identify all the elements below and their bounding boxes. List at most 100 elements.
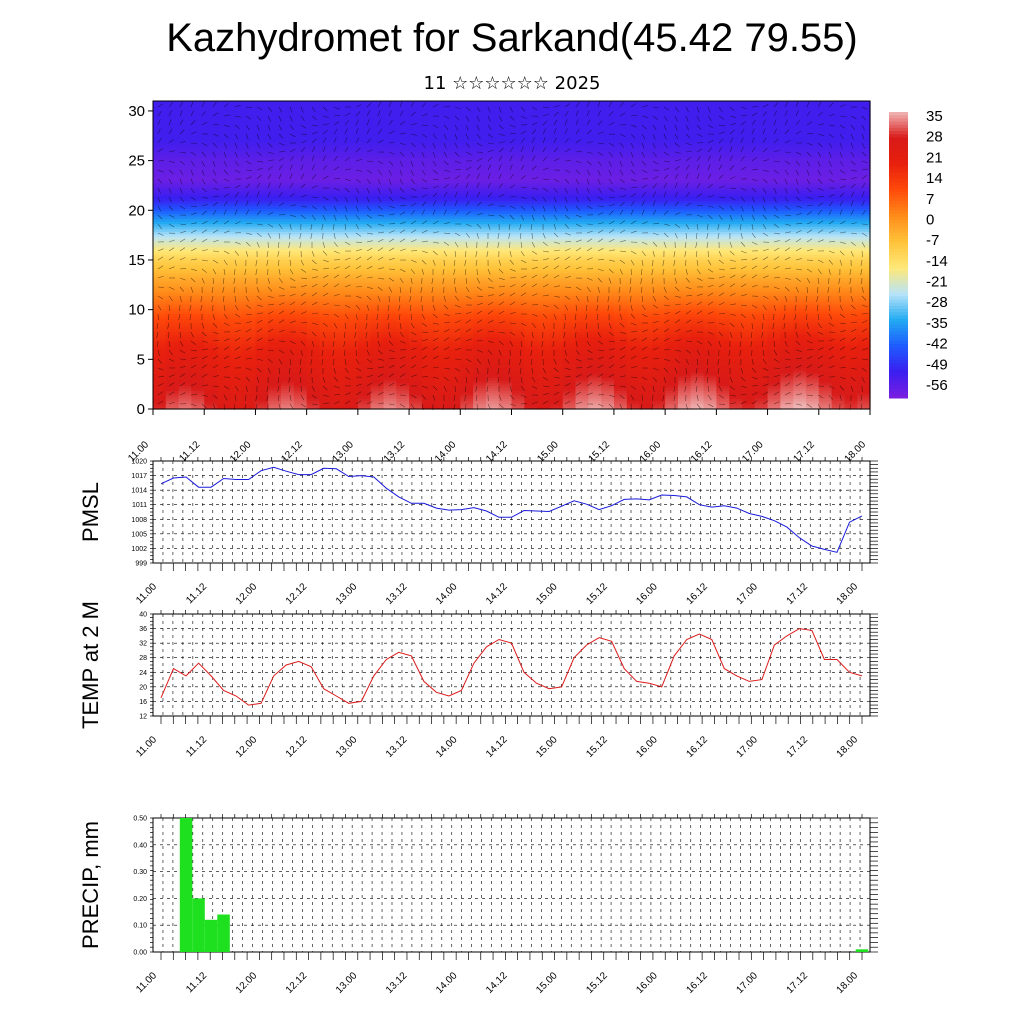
- colorbar-label--7: -7: [926, 232, 939, 249]
- precip-x-tick-16.12: 16.12: [684, 970, 710, 996]
- pmsl-x-tick-13.12: 13.12: [384, 581, 410, 607]
- pmsl-x-tick-14.00: 14.00: [434, 581, 460, 607]
- heatmap-y-tick-30: 30: [128, 103, 145, 120]
- temp2m-x-tick-18.00: 18.00: [835, 734, 861, 760]
- colorbar-label--42: -42: [926, 336, 948, 353]
- precip-x-tick-17.12: 17.12: [785, 970, 811, 996]
- colorbar-label--14: -14: [926, 253, 948, 270]
- pmsl-x-tick-12.00: 12.00: [234, 581, 260, 607]
- temp2m-minor-ticks: [150, 610, 878, 724]
- pmsl-y-tick-999: 999: [135, 561, 147, 568]
- temp2m-y-tick-24: 24: [139, 670, 147, 677]
- pmsl-y-tick-1020: 1020: [131, 459, 147, 466]
- colorbar-label-14: 14: [926, 170, 943, 187]
- precip-x-tick-11.12: 11.12: [184, 970, 209, 995]
- precip-x-tick-16.00: 16.00: [634, 970, 660, 996]
- pmsl-x-tick-15.00: 15.00: [534, 581, 560, 607]
- heatmap-y-tick-5: 5: [137, 351, 145, 368]
- pmsl-ylabel: PMSL: [78, 482, 103, 542]
- pmsl-y-tick-1002: 1002: [131, 546, 147, 553]
- pmsl-x-tick-13.00: 13.00: [334, 581, 360, 607]
- colorbar-label--28: -28: [926, 294, 948, 311]
- precip-bar: [179, 818, 193, 952]
- pmsl-x-tick-17.00: 17.00: [735, 581, 761, 607]
- colorbar-label-35: 35: [926, 108, 943, 125]
- colorbar-label--49: -49: [926, 356, 948, 373]
- temp2m-y-tick-20: 20: [139, 684, 147, 691]
- temp2m-x-tick-16.12: 16.12: [684, 734, 710, 760]
- colorbar-label--21: -21: [926, 274, 948, 291]
- temp2m-x-tick-17.12: 17.12: [785, 734, 811, 760]
- pmsl-x-tick-12.12: 12.12: [284, 581, 310, 607]
- precip-x-tick-13.00: 13.00: [334, 970, 360, 996]
- temp2m-x-tick-15.00: 15.00: [534, 734, 560, 760]
- heatmap-y-tick-10: 10: [128, 302, 145, 319]
- precip-y-tick-0.30: 0.30: [133, 869, 147, 876]
- temp2m-y-tick-36: 36: [139, 626, 147, 633]
- precip-x-tick-14.00: 14.00: [434, 970, 460, 996]
- temp2m-x-tick-12.00: 12.00: [234, 734, 260, 760]
- precip-x-tick-12.00: 12.00: [234, 970, 260, 996]
- pmsl-x-tick-17.12: 17.12: [785, 581, 811, 607]
- pmsl-y-tick-1017: 1017: [131, 473, 147, 480]
- temp2m-x-tick-11.00: 11.00: [134, 734, 159, 759]
- wind-vectors: [156, 101, 869, 411]
- precip-bar: [192, 898, 205, 952]
- pmsl-x-tick-18.00: 18.00: [835, 581, 861, 607]
- heatmap-y-tick-15: 15: [128, 252, 145, 269]
- colorbar-label-21: 21: [926, 149, 943, 166]
- precip-y-tick-0.50: 0.50: [133, 816, 147, 823]
- precip-x-tick-15.00: 15.00: [534, 970, 560, 996]
- temp2m-y-tick-32: 32: [139, 641, 147, 648]
- pmsl-y-tick-1008: 1008: [131, 517, 147, 524]
- precip-bar: [204, 919, 218, 952]
- colorbar-label-28: 28: [926, 129, 943, 146]
- colorbar: [889, 112, 908, 399]
- precip-bar: [217, 914, 230, 952]
- precip-y-tick-0.00: 0.00: [133, 950, 147, 957]
- pmsl-grid: [153, 461, 870, 563]
- heatmap-y-tick-0: 0: [137, 401, 145, 418]
- temp2m-x-tick-11.12: 11.12: [184, 734, 209, 759]
- heatmap-y-tick-20: 20: [128, 202, 145, 219]
- precip-x-tick-14.12: 14.12: [484, 970, 510, 996]
- precip-x-tick-18.00: 18.00: [835, 970, 861, 996]
- temp2m-x-tick-12.12: 12.12: [284, 734, 310, 760]
- temp2m-grid: [153, 614, 870, 716]
- pmsl-x-tick-16.00: 16.00: [634, 581, 660, 607]
- colorbar-label-7: 7: [926, 191, 934, 208]
- precip-x-tick-17.00: 17.00: [735, 970, 761, 996]
- pmsl-x-tick-11.12: 11.12: [184, 581, 209, 606]
- heatmap-y-tick-25: 25: [128, 153, 145, 170]
- temp2m-y-tick-40: 40: [139, 612, 147, 619]
- temp2m-x-tick-17.00: 17.00: [735, 734, 761, 760]
- precip-x-tick-12.12: 12.12: [284, 970, 310, 996]
- precip-y-tick-0.10: 0.10: [133, 923, 147, 930]
- precip-minor-ticks: [150, 814, 878, 960]
- pmsl-x-tick-11.00: 11.00: [134, 581, 159, 606]
- temp2m-y-tick-28: 28: [139, 655, 147, 662]
- precip-grid: [153, 818, 870, 952]
- precip-y-tick-0.40: 0.40: [133, 842, 147, 849]
- colorbar-label--56: -56: [926, 377, 948, 394]
- temp2m-x-tick-14.00: 14.00: [434, 734, 460, 760]
- pmsl-x-tick-16.12: 16.12: [684, 581, 710, 607]
- temp2m-x-tick-14.12: 14.12: [484, 734, 510, 760]
- heatmap-area: [153, 101, 871, 410]
- temp2m-x-tick-15.12: 15.12: [584, 734, 610, 760]
- pmsl-y-tick-1014: 1014: [131, 488, 147, 495]
- chart-title: Kazhydromet for Sarkand(45.42 79.55): [166, 16, 858, 60]
- precip-x-tick-13.12: 13.12: [384, 970, 410, 996]
- pmsl-x-tick-15.12: 15.12: [584, 581, 610, 607]
- precip-bar: [855, 949, 869, 952]
- pmsl-y-tick-1011: 1011: [132, 502, 147, 509]
- pmsl-x-tick-14.12: 14.12: [484, 581, 510, 607]
- temp2m-ylabel: TEMP at 2 M: [78, 601, 103, 729]
- chart-subtitle: 11 ☆☆☆☆☆☆ 2025: [423, 73, 601, 94]
- pmsl-y-tick-1005: 1005: [131, 531, 147, 538]
- temp2m-y-tick-16: 16: [139, 699, 147, 706]
- colorbar-label-0: 0: [926, 211, 934, 228]
- precip-x-tick-11.00: 11.00: [134, 970, 159, 995]
- temp2m-x-tick-13.12: 13.12: [384, 734, 410, 760]
